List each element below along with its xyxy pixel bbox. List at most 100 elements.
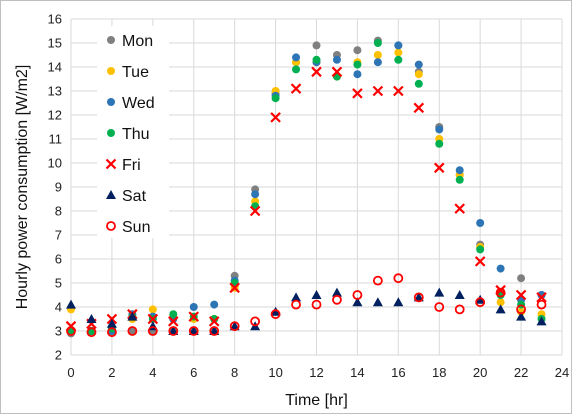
point-sun <box>188 326 199 336</box>
point-wed <box>353 70 362 79</box>
point-sat <box>454 290 465 299</box>
point-sun <box>536 299 547 310</box>
point-fri <box>495 284 506 296</box>
x-tick-label: 10 <box>268 365 282 380</box>
point-fri <box>372 85 384 97</box>
point-sun <box>311 299 322 310</box>
point-wed <box>251 190 260 199</box>
x-axis-ticks: 0 2 4 6 8 10 12 14 16 18 20 22 24 <box>67 365 569 380</box>
point-wed <box>189 303 198 311</box>
legend-label-tue: Tue <box>122 64 149 81</box>
point-thu <box>169 310 178 319</box>
point-fri <box>413 102 425 114</box>
point-fri <box>270 112 281 123</box>
point-sun <box>147 326 158 336</box>
point-sun <box>413 292 424 303</box>
point-fri <box>208 316 220 327</box>
legend-marker-sat <box>106 190 116 199</box>
x-tick-label: 24 <box>555 365 569 380</box>
point-sat <box>106 318 117 328</box>
x-tick-label: 18 <box>432 365 446 380</box>
point-sat <box>372 297 383 307</box>
point-sun <box>291 299 301 310</box>
series-sun <box>66 273 547 338</box>
point-sun <box>372 275 383 286</box>
x-tick-label: 2 <box>108 365 115 380</box>
point-tue <box>414 70 423 79</box>
point-sat <box>188 326 199 335</box>
point-sat <box>331 287 342 297</box>
y-tick-label: 3 <box>55 324 62 339</box>
y-tick-label: 15 <box>48 36 62 51</box>
point-sun <box>516 304 526 315</box>
x-tick-label: 4 <box>149 365 156 380</box>
point-sat <box>168 326 179 335</box>
legend-marker-fri <box>105 158 117 170</box>
y-tick-label: 6 <box>55 252 62 267</box>
legend-marker-tue <box>107 67 115 75</box>
legend: Mon Tue Wed Thu Fri Sat Sun <box>97 26 169 238</box>
x-tick-label: 20 <box>473 365 487 380</box>
point-sun <box>454 304 465 315</box>
legend-label-fri: Fri <box>122 157 141 174</box>
point-sat <box>311 290 322 299</box>
x-tick-label: 22 <box>514 365 528 380</box>
point-fri <box>249 205 261 217</box>
point-sat <box>434 287 445 297</box>
point-sat <box>413 292 424 302</box>
point-wed <box>414 60 423 69</box>
point-sat <box>66 299 76 309</box>
y-axis-ticks: 2 3 4 5 6 7 8 9 10 11 12 13 14 15 16 <box>48 12 62 363</box>
x-tick-label: 6 <box>190 365 197 380</box>
point-wed <box>537 291 546 299</box>
point-sun <box>270 309 281 320</box>
point-sun <box>168 326 179 336</box>
point-tue <box>394 48 403 57</box>
point-sun <box>393 273 404 284</box>
point-fri <box>454 203 465 214</box>
y-tick-label: 11 <box>49 132 63 147</box>
point-fri <box>290 83 302 94</box>
point-fri <box>393 85 404 97</box>
point-sun <box>352 290 363 300</box>
point-sun <box>127 326 138 336</box>
legend-label-sun: Sun <box>122 219 150 236</box>
point-fri <box>474 256 486 267</box>
series-wed <box>67 41 546 335</box>
point-sat <box>475 294 486 304</box>
y-tick-label: 13 <box>48 84 62 99</box>
point-sat <box>86 314 97 323</box>
point-sat <box>209 326 220 335</box>
legend-label-sat: Sat <box>122 188 147 205</box>
point-sun <box>107 327 117 338</box>
point-thu <box>373 39 382 47</box>
point-sun <box>86 327 97 338</box>
x-tick-label: 16 <box>391 365 405 380</box>
y-tick-label: 5 <box>55 276 62 291</box>
point-mon <box>353 46 362 55</box>
series-sat <box>66 287 547 335</box>
point-sat <box>393 297 404 307</box>
y-tick-label: 2 <box>55 348 62 363</box>
point-fri <box>188 311 200 322</box>
point-sun <box>209 326 220 336</box>
point-thu <box>435 139 444 148</box>
point-mon <box>517 274 526 283</box>
y-tick-label: 16 <box>48 12 62 27</box>
point-sat <box>229 321 240 331</box>
point-wed <box>332 55 341 64</box>
point-sun <box>495 287 506 298</box>
point-fri <box>536 292 547 303</box>
point-thu <box>476 245 485 254</box>
point-sun <box>434 302 445 312</box>
x-axis-title: Time [hr] <box>285 392 348 409</box>
point-fri <box>331 66 343 78</box>
point-tue <box>496 298 505 307</box>
point-sun <box>475 297 486 308</box>
point-thu <box>414 79 423 88</box>
point-thu <box>394 55 403 64</box>
point-wed <box>455 166 464 175</box>
point-wed <box>373 58 382 67</box>
data-points <box>65 36 547 338</box>
